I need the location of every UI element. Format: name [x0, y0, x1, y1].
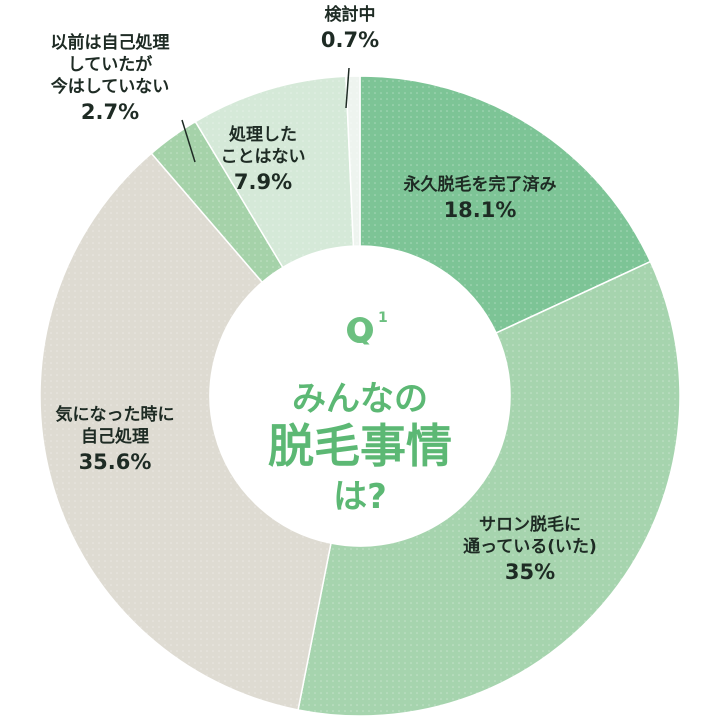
- slice-label-6: 検討中 0.7%: [321, 4, 379, 52]
- leader-lines: [181, 67, 350, 163]
- center-line-3: は?: [333, 477, 387, 517]
- slice-texture-2: [298, 261, 680, 716]
- leader-line-4: [181, 119, 196, 163]
- slice-value-label: 35%: [505, 560, 555, 584]
- center-line-2: 脱毛事情: [268, 419, 452, 473]
- slice-value-label: 2.7%: [81, 100, 139, 124]
- slice-label-line: 以前は自己処理: [51, 32, 170, 53]
- center-title-group: Q 1 みんなの 脱毛事情 は?: [268, 310, 452, 517]
- slice-value-label: 18.1%: [444, 198, 517, 222]
- slice-texture-1: [360, 76, 651, 333]
- slice-value-label: 7.9%: [234, 170, 292, 194]
- slice-label-line: ことはない: [221, 147, 306, 167]
- slice-label-1: 永久脱毛を完了済み 18.1%: [403, 174, 557, 222]
- slice-texture-3: [39, 153, 331, 710]
- q-circle-mark: [347, 317, 373, 343]
- center-line-1: みんなの: [292, 379, 428, 419]
- slice-label-line: 今はしていない: [51, 76, 170, 97]
- slices-group: [39, 75, 681, 717]
- slice-value-label: 35.6%: [79, 450, 152, 474]
- slice-label-line: サロン脱毛に: [479, 514, 581, 535]
- slice-label-line: 永久脱毛を完了済み: [403, 174, 557, 195]
- slice-value-label: 0.7%: [321, 28, 379, 52]
- slice-texture-5: [195, 76, 354, 268]
- slice-label-line: 処理した: [228, 125, 297, 145]
- center-q-number: 1: [378, 310, 388, 326]
- leader-line-6: [345, 67, 350, 109]
- slice-label-4: 以前は自己処理していたが今はしていない 2.7%: [51, 32, 170, 124]
- slice-texture-6: [345, 76, 360, 247]
- slice-label-line: 検討中: [325, 4, 376, 25]
- slice-label-line: 気になった時に: [55, 404, 175, 425]
- slice-labels: 永久脱毛を完了済み 18.1% サロン脱毛に通っている(いた) 35% 気になった時に自…: [51, 4, 597, 584]
- slice-label-3: 気になった時に自己処理 35.6%: [55, 404, 175, 474]
- slice-label-line: 通っている(いた): [463, 537, 597, 557]
- slice-label-5: 処理したことはない 7.9%: [221, 125, 306, 194]
- slice-label-line: 自己処理: [81, 426, 149, 447]
- slice-texture-4: [151, 121, 283, 283]
- slice-label-2: サロン脱毛に通っている(いた) 35%: [463, 514, 597, 584]
- slice-label-line: していたが: [68, 54, 153, 75]
- center-q-letter: Q: [347, 313, 373, 348]
